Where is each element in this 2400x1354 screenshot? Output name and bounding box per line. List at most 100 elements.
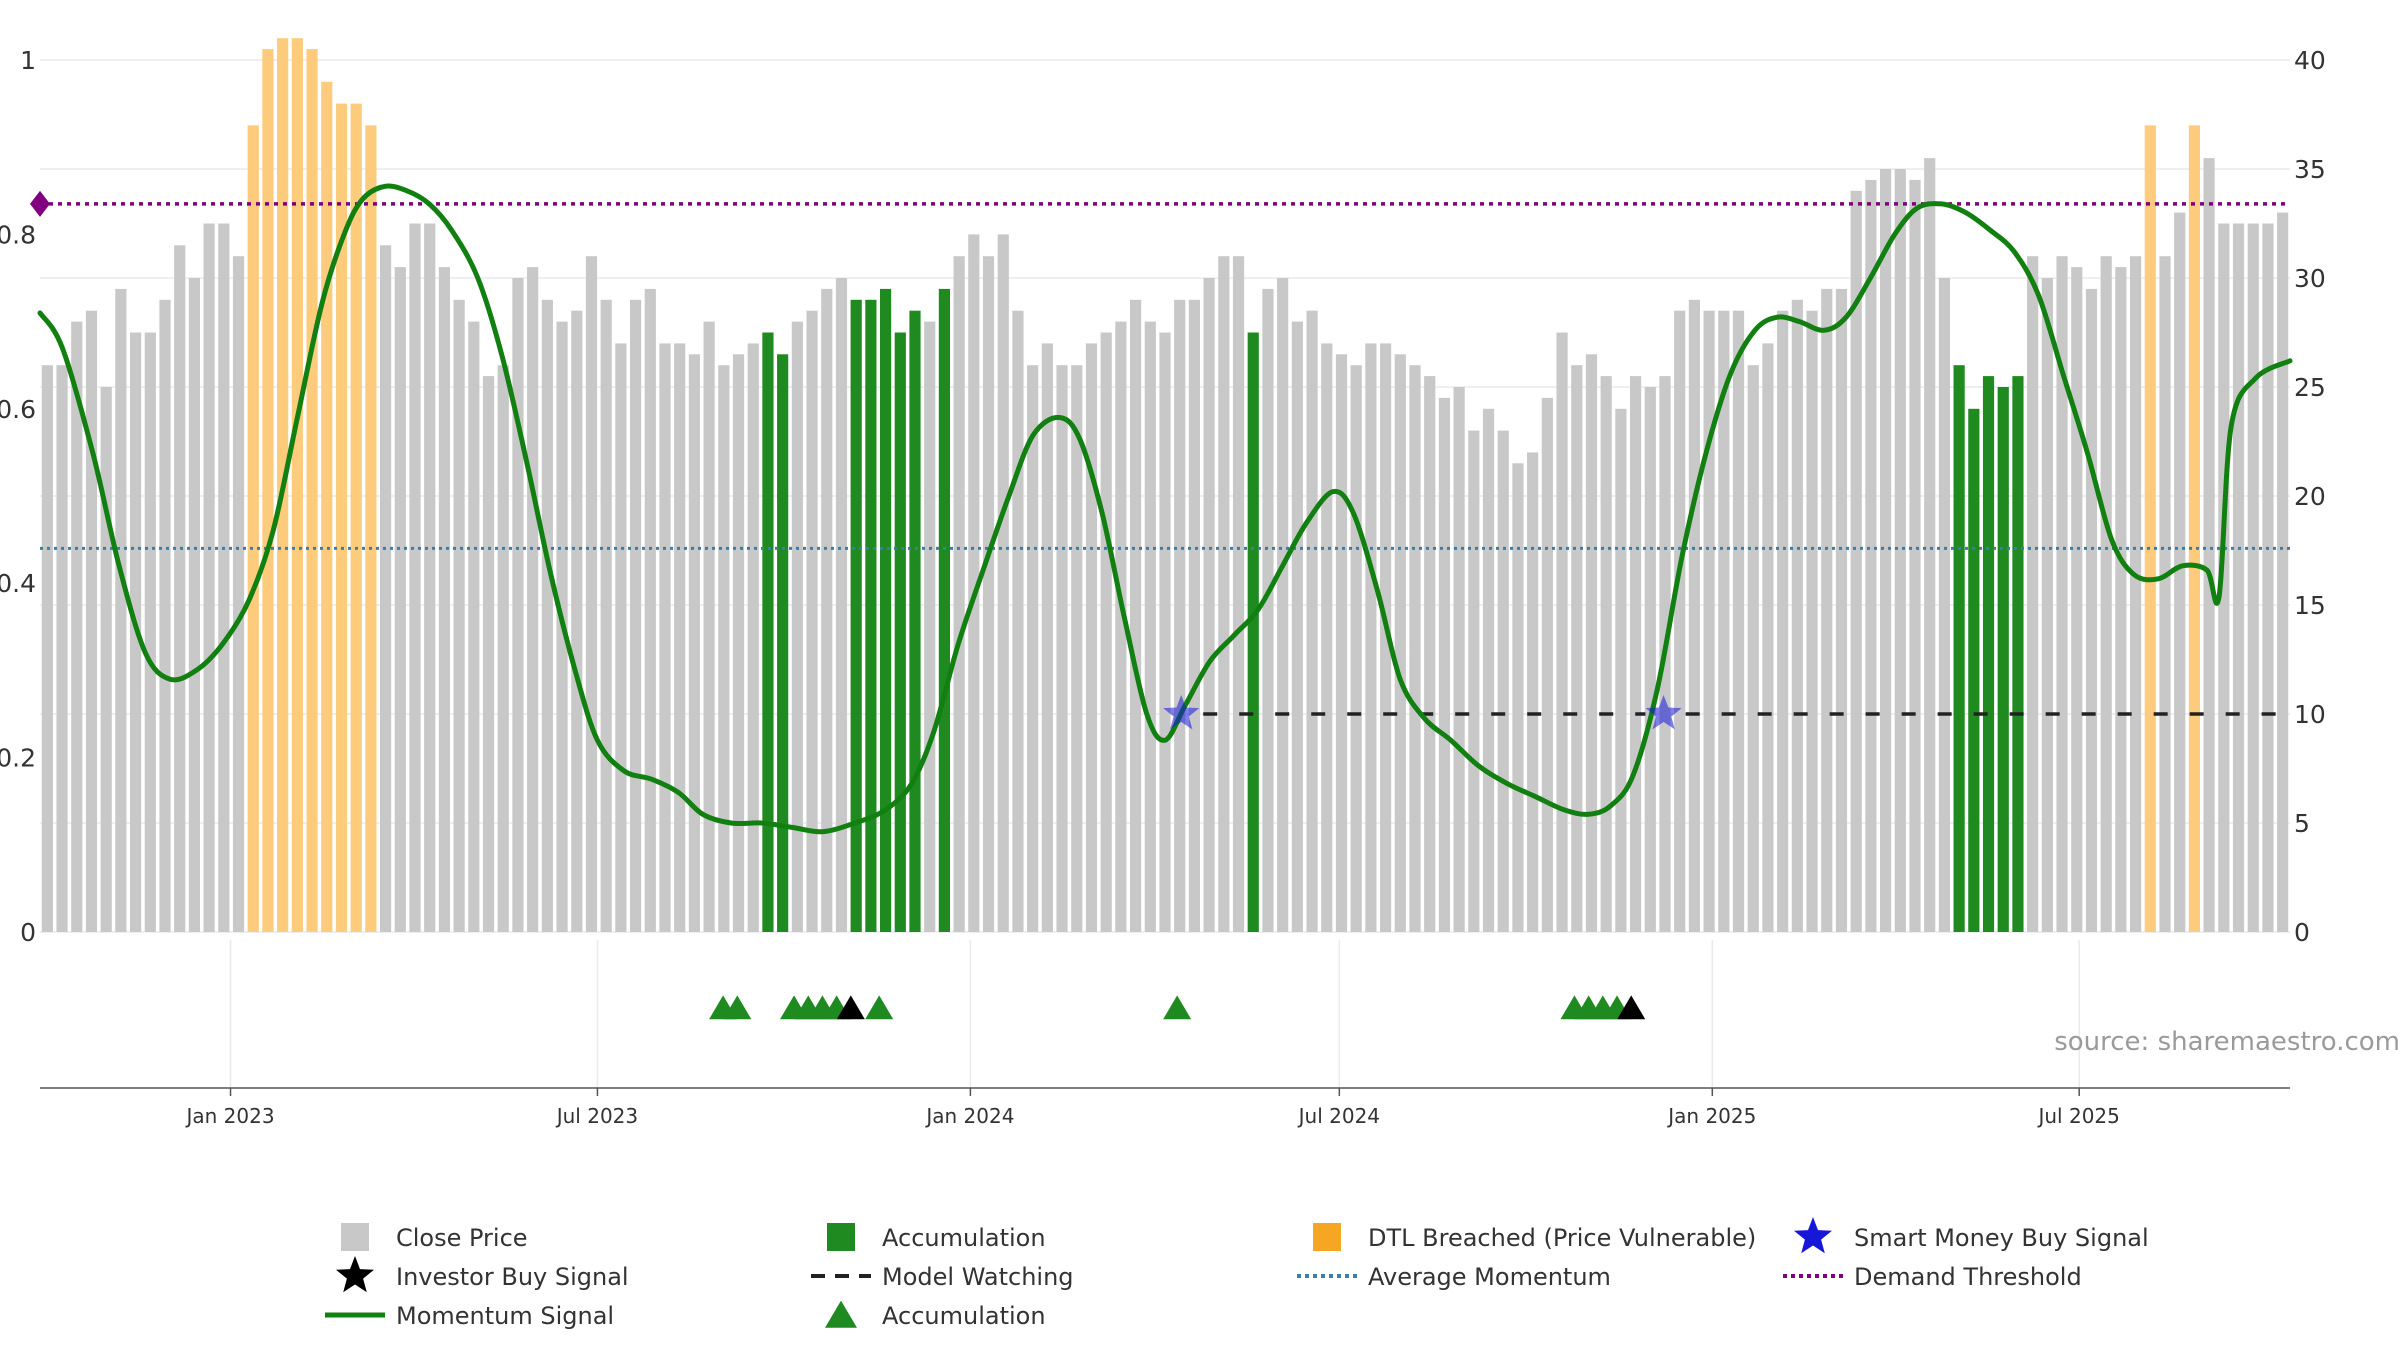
accumulation-triangle-icon xyxy=(1163,995,1192,1020)
accumulation-bar xyxy=(865,299,877,932)
close-price-bar xyxy=(1056,365,1068,932)
close-price-bar xyxy=(2159,256,2171,932)
close-price-bar xyxy=(806,310,818,932)
close-price-bar xyxy=(218,223,230,932)
close-price-bar xyxy=(2262,223,2274,932)
close-price-bar xyxy=(1894,169,1906,932)
close-price-bar xyxy=(791,321,803,933)
close-price-bar xyxy=(2071,267,2083,933)
close-price-bar xyxy=(1262,288,1274,932)
accumulation-bar xyxy=(1953,365,1965,932)
x-tick-label: Jul 2024 xyxy=(1297,1104,1380,1128)
close-price-bar xyxy=(1674,310,1686,932)
accumulation-bar xyxy=(1968,408,1980,932)
right-tick-label: 20 xyxy=(2294,482,2326,511)
close-price-bar xyxy=(688,354,700,932)
left-tick-label: 0 xyxy=(20,918,36,947)
close-price-bar xyxy=(1071,365,1083,932)
close-price-bar xyxy=(409,223,421,932)
close-price-bar xyxy=(71,321,83,933)
close-price-bar xyxy=(1880,169,1892,932)
close-price-bar xyxy=(1453,387,1465,932)
source-note: source: sharemaestro.com xyxy=(2054,1027,2400,1057)
right-tick-label: 10 xyxy=(2294,700,2326,729)
close-price-bar xyxy=(1409,365,1421,932)
left-tick-label: 0.4 xyxy=(0,569,36,598)
close-price-bar xyxy=(1732,310,1745,932)
close-price-bar xyxy=(674,343,686,932)
accumulation-bar xyxy=(880,288,892,932)
close-price-bar xyxy=(1924,158,1936,933)
right-tick-label: 35 xyxy=(2294,155,2326,184)
close-price-bar xyxy=(1791,299,1803,932)
close-price-bar xyxy=(585,256,598,932)
close-price-bar xyxy=(1556,332,1568,932)
accumulation-bar xyxy=(777,354,789,932)
close-price-bar xyxy=(644,288,656,932)
close-price-bar xyxy=(2218,223,2230,932)
accumulation-triangle-icon xyxy=(865,995,894,1020)
legend-item: DTL Breached (Price Vulnerable) xyxy=(1313,1223,1756,1252)
accumulation-bar xyxy=(1997,387,2009,932)
accumulation-bar xyxy=(850,299,862,932)
close-price-bar xyxy=(2041,278,2053,932)
close-price-bar xyxy=(2203,158,2215,933)
close-price-bar xyxy=(2247,223,2259,932)
close-price-bar xyxy=(1718,310,1730,932)
close-price-bar xyxy=(203,223,215,932)
right-tick-label: 5 xyxy=(2294,809,2310,838)
close-price-bar xyxy=(924,321,936,933)
left-tick-label: 0.8 xyxy=(0,220,36,249)
left-tick-label: 1 xyxy=(20,46,36,75)
close-price-bar xyxy=(1100,332,1112,932)
close-price-bar xyxy=(468,321,480,933)
close-price-bar xyxy=(1703,310,1715,932)
close-price-bar xyxy=(1144,321,1156,933)
x-tick-label: Jan 2024 xyxy=(924,1104,1014,1128)
legend-label: Accumulation xyxy=(882,1302,1046,1330)
close-price-bar xyxy=(497,365,509,932)
legend-item: Demand Threshold xyxy=(1783,1263,2082,1291)
right-tick-label: 30 xyxy=(2294,264,2326,293)
dtl-breached-bar xyxy=(321,81,333,933)
axis-layer: Jan 2023 Jul 2023 Jan 2024 Jul 2024 Jan 2025… xyxy=(0,46,2326,1128)
close-price-bar xyxy=(1277,278,1289,932)
close-price-bar xyxy=(747,343,759,932)
legend-label: Investor Buy Signal xyxy=(396,1263,629,1291)
left-tick-label: 0.2 xyxy=(0,744,36,773)
close-price-bar xyxy=(1497,430,1509,932)
legend-item: Accumulation xyxy=(825,1300,1046,1330)
close-price-bar xyxy=(1512,463,1524,932)
close-price-bar xyxy=(1350,365,1362,932)
orange-square-icon xyxy=(1313,1223,1341,1251)
close-price-bar xyxy=(630,299,642,932)
legend-label: Model Watching xyxy=(882,1263,1074,1291)
close-price-bar xyxy=(1424,376,1436,933)
right-tick-label: 40 xyxy=(2294,46,2326,75)
legend-item: Close Price xyxy=(341,1223,528,1252)
close-price-bar xyxy=(394,267,406,933)
close-price-bar xyxy=(1232,256,1245,932)
close-price-bar xyxy=(85,310,98,932)
close-price-bar xyxy=(1600,376,1612,933)
right-tick-label: 15 xyxy=(2294,591,2326,620)
accumulation-bar xyxy=(762,332,774,932)
close-price-bar xyxy=(541,299,553,932)
close-price-bar xyxy=(1188,299,1200,932)
close-price-bar xyxy=(174,245,186,933)
momentum-line-layer xyxy=(37,183,2293,835)
dtl-breached-bar xyxy=(291,38,303,932)
legend-label: Accumulation xyxy=(882,1224,1046,1252)
close-price-bar xyxy=(438,267,450,933)
legend-item: Average Momentum xyxy=(1297,1263,1611,1291)
close-price-bar xyxy=(718,365,730,932)
green-triangle-icon xyxy=(825,1300,857,1328)
smart-money-star-icon xyxy=(1645,695,1682,730)
close-price-bar xyxy=(732,354,745,932)
close-price-bar xyxy=(615,343,627,932)
close-price-bar xyxy=(1468,430,1480,932)
close-price-bar xyxy=(188,278,200,932)
close-price-bar xyxy=(512,278,524,932)
